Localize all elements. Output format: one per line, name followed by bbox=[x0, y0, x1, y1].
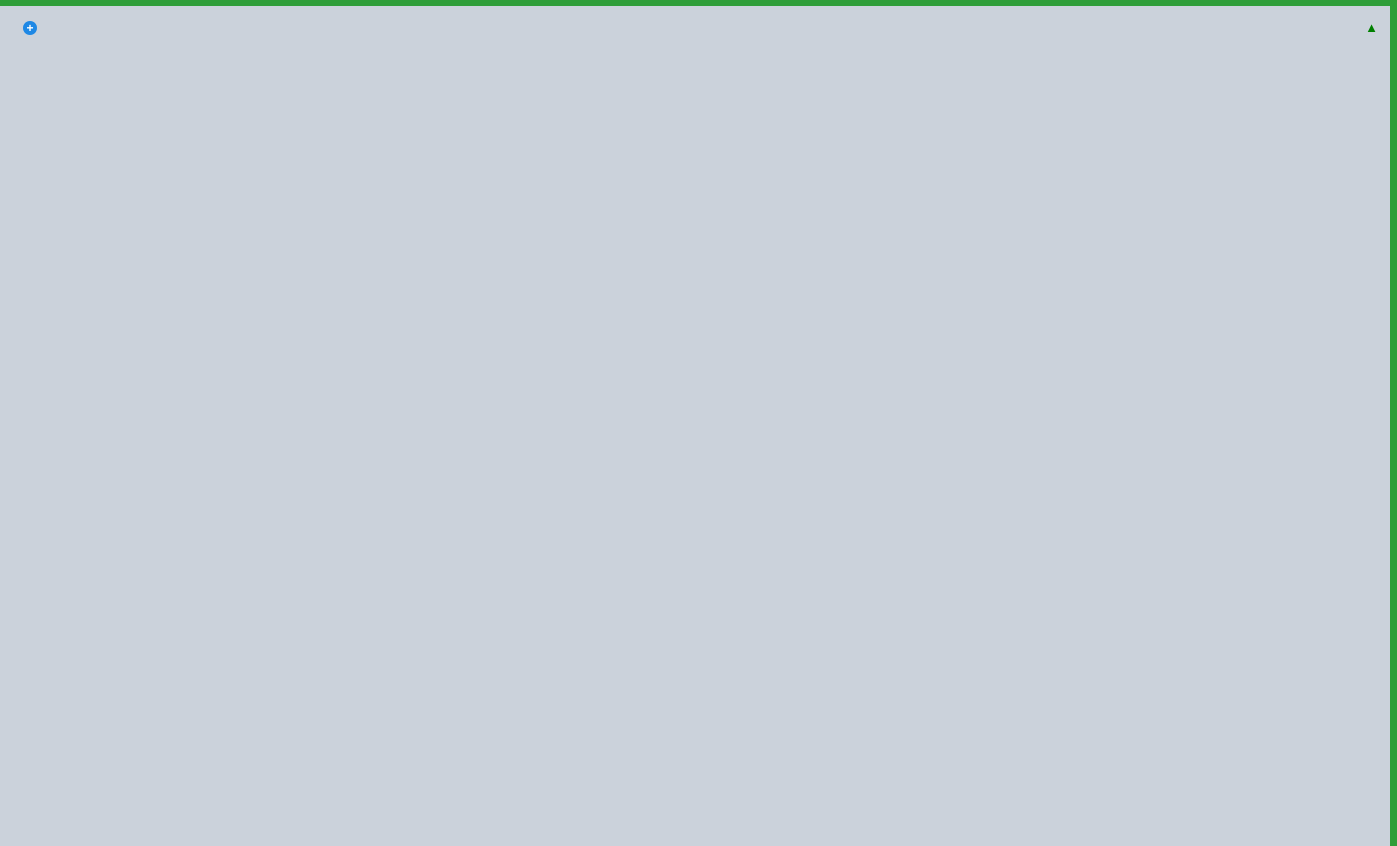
chart-border-top bbox=[0, 0, 1397, 6]
add-chart-plus-icon[interactable]: + bbox=[23, 21, 37, 35]
ohlc-row bbox=[1338, 39, 1378, 53]
up-triangle-icon: ▲ bbox=[1365, 20, 1378, 35]
chart-border-right bbox=[1390, 6, 1397, 846]
chart-header: + ▲ bbox=[0, 6, 1390, 50]
